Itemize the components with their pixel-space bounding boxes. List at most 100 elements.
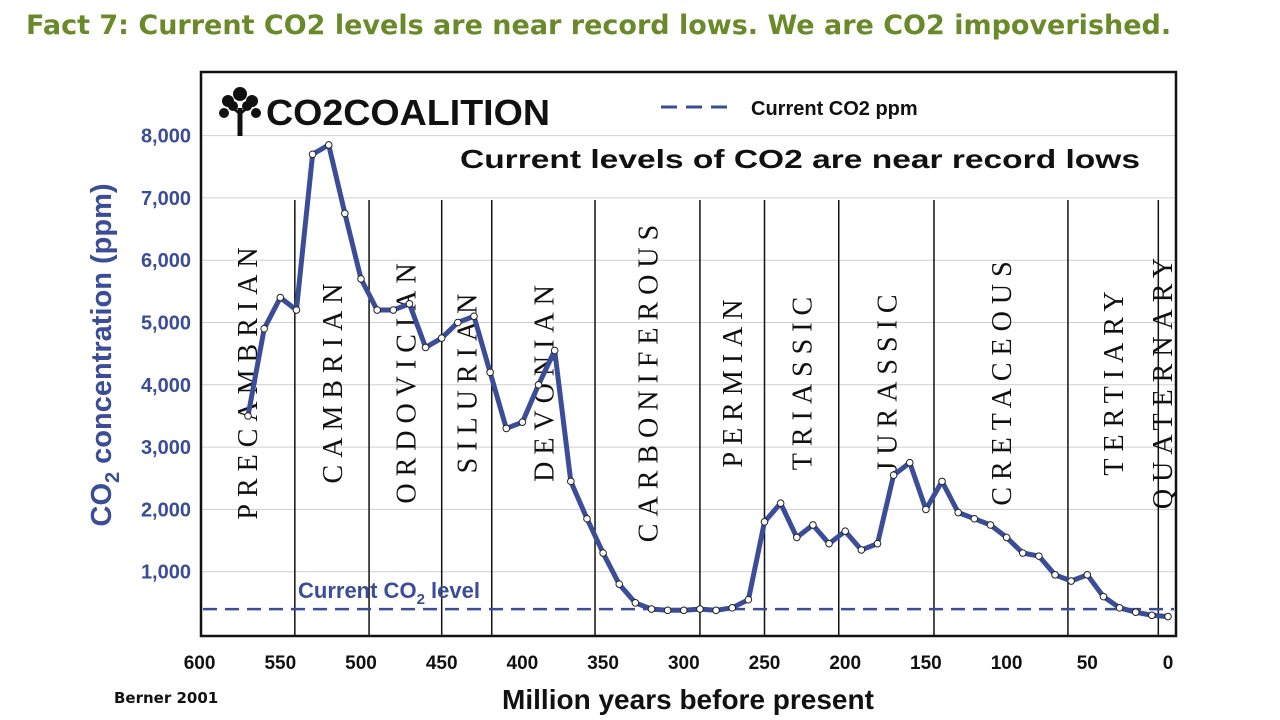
x-tick-label: 500 — [345, 653, 377, 674]
y-tick-label: 5,000 — [141, 313, 191, 335]
data-point — [550, 346, 559, 355]
data-point — [405, 300, 414, 308]
data-point — [873, 539, 882, 548]
current-co2-label: Current CO2 level — [298, 578, 480, 608]
data-point — [615, 580, 624, 588]
data-point — [244, 412, 252, 420]
x-tick-label: 150 — [910, 653, 942, 674]
plot-frame — [199, 70, 1178, 638]
y-tick-label: 3,000 — [141, 437, 191, 459]
data-point — [389, 306, 398, 314]
data-point — [454, 318, 462, 327]
current-co2-reference: Current CO2 level — [203, 578, 1174, 611]
data-point — [324, 141, 333, 149]
data-point — [534, 381, 543, 389]
co2-series-line — [245, 142, 1171, 620]
x-tick-label: 100 — [991, 653, 1023, 674]
x-tick-label: 250 — [749, 653, 781, 674]
period-label: SILURIAN — [453, 287, 484, 474]
data-point — [857, 546, 866, 554]
data-point — [841, 527, 850, 536]
co2-series — [244, 141, 1172, 621]
x-tick-label: 200 — [829, 653, 861, 674]
data-point — [922, 505, 930, 514]
x-axis-label: Million years before present — [502, 684, 874, 715]
chart-title: Current levels of CO2 are near record lo… — [460, 144, 1140, 174]
data-point — [760, 518, 769, 526]
data-point — [567, 477, 575, 486]
y-axis-label: CO2 concentration (ppm) — [86, 183, 124, 526]
data-point — [421, 343, 430, 352]
data-point — [260, 324, 268, 333]
data-point — [792, 533, 801, 542]
period-label: TRIASSIC — [788, 290, 819, 470]
grid-lines — [201, 135, 1176, 573]
data-point — [1083, 571, 1092, 579]
geologic-periods: PRECAMBRIAN CAMBRIAN ORDOVICIAN SILURIAN DEV… — [233, 200, 1179, 636]
data-point — [744, 595, 753, 604]
data-point — [728, 604, 737, 612]
data-point — [292, 306, 301, 314]
x-tick-label: 0 — [1163, 653, 1174, 674]
data-point — [954, 508, 962, 517]
data-point — [518, 418, 527, 426]
y-axis-ticks: 1,000 2,000 3,000 4,000 5,000 6,000 7,000 8,000 — [141, 126, 191, 584]
tree-icon — [219, 87, 261, 136]
x-tick-label: 50 — [1077, 653, 1098, 674]
data-point — [1035, 552, 1043, 560]
data-point — [986, 521, 995, 529]
period-label: QUATERNARY — [1148, 251, 1179, 509]
x-tick-label: 450 — [426, 653, 458, 674]
y-tick-label: 1,000 — [141, 562, 191, 584]
y-tick-label: 2,000 — [141, 499, 191, 521]
co2-coalition-logo: CO2COALITION — [219, 87, 550, 136]
data-point — [357, 275, 365, 283]
data-point — [437, 334, 446, 342]
data-point — [1067, 577, 1075, 585]
period-label: TERTIARY — [1099, 284, 1130, 475]
data-point — [470, 312, 478, 321]
data-point — [599, 549, 607, 557]
data-point — [825, 539, 833, 548]
data-point — [809, 521, 817, 529]
data-point — [970, 514, 979, 523]
data-point — [486, 368, 494, 377]
y-tick-label: 8,000 — [141, 126, 191, 148]
slide-title: Fact 7: Current CO2 levels are near reco… — [26, 10, 1172, 41]
data-point — [647, 605, 656, 613]
period-label: DEVONIAN — [529, 278, 560, 482]
y-tick-label: 6,000 — [141, 250, 191, 272]
citation: Berner 2001 — [114, 689, 219, 707]
data-point — [776, 499, 785, 507]
period-label: CRETACEOUS — [987, 254, 1018, 505]
y-tick-label: 7,000 — [141, 188, 191, 210]
period-label: CAMBRIAN — [318, 277, 349, 484]
legend-label: Current CO2 ppm — [751, 98, 918, 120]
x-tick-label: 300 — [668, 653, 700, 674]
data-point — [1018, 549, 1027, 557]
legend: Current CO2 ppm — [661, 98, 918, 120]
data-point — [1115, 604, 1124, 612]
data-point — [341, 209, 349, 218]
data-point — [1099, 592, 1108, 601]
data-point — [1051, 571, 1059, 579]
data-point — [905, 458, 914, 467]
data-point — [1131, 608, 1140, 616]
data-point — [696, 605, 704, 613]
data-point — [1002, 533, 1011, 542]
data-point — [1148, 611, 1156, 620]
y-tick-label: 4,000 — [141, 375, 191, 397]
period-label: PRECAMBRIAN — [233, 240, 264, 519]
data-point — [889, 471, 898, 479]
data-point — [631, 599, 640, 607]
data-point — [680, 606, 688, 615]
data-point — [308, 150, 317, 159]
data-point — [663, 606, 672, 615]
data-point — [938, 477, 946, 486]
period-label: ORDOVICIAN — [391, 256, 422, 503]
x-tick-label: 600 — [184, 653, 216, 674]
logo-text: CO2COALITION — [266, 92, 550, 133]
data-point — [712, 606, 720, 615]
x-tick-label: 350 — [587, 653, 619, 674]
